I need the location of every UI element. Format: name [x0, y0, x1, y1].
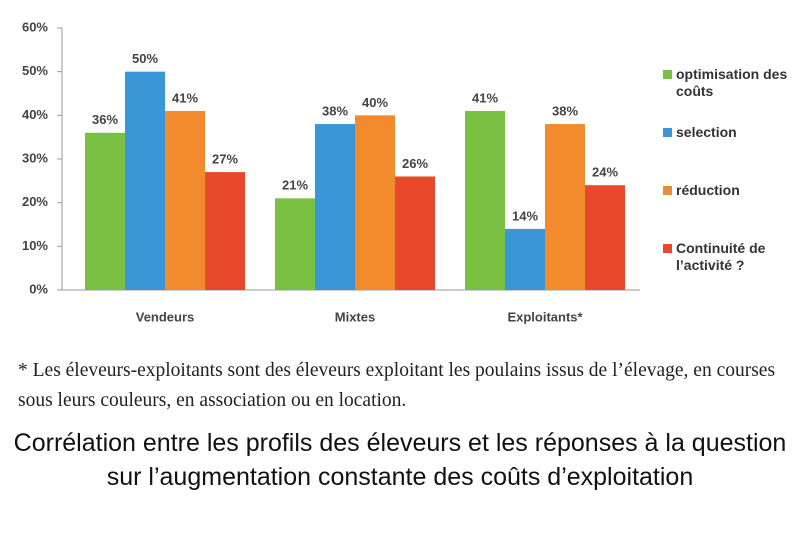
x-tick-label: Exploitants* — [507, 309, 583, 324]
bar — [275, 198, 315, 290]
data-label: 24% — [592, 165, 618, 180]
data-label: 40% — [362, 95, 388, 110]
data-label: 27% — [212, 152, 238, 167]
y-tick-label: 0% — [29, 281, 48, 296]
legend-swatch — [663, 70, 672, 79]
bar — [585, 185, 625, 290]
y-tick-label: 20% — [22, 194, 48, 209]
x-tick-label: Vendeurs — [136, 309, 195, 324]
bar — [545, 124, 585, 290]
bar — [355, 115, 395, 290]
data-label: 38% — [552, 104, 578, 119]
legend-item: réduction — [663, 182, 798, 199]
data-label: 41% — [472, 90, 498, 105]
data-label: 14% — [512, 208, 538, 223]
data-label: 41% — [172, 90, 198, 105]
data-label: 26% — [402, 156, 428, 171]
bar — [395, 176, 435, 290]
legend-item: selection — [663, 124, 798, 141]
legend-item: optimisation des coûts — [663, 66, 798, 100]
data-label: 38% — [322, 104, 348, 119]
legend-label: selection — [676, 124, 737, 140]
data-label: 50% — [132, 51, 158, 66]
bar — [205, 172, 245, 290]
bar — [125, 71, 165, 291]
legend-item: Continuité de l’activité ? — [663, 240, 798, 274]
legend-label: optimisation des coûts — [676, 66, 788, 99]
caption: Corrélation entre les profils des éleveu… — [13, 429, 787, 491]
bar — [465, 110, 505, 290]
legend-swatch — [663, 186, 672, 195]
bar — [165, 110, 205, 290]
legend-swatch — [663, 244, 672, 253]
legend-swatch — [663, 128, 672, 137]
data-label: 36% — [92, 112, 118, 127]
data-label: 21% — [282, 178, 308, 193]
bar — [315, 124, 355, 290]
footnote: * Les éleveurs-exploitants sont des élev… — [18, 360, 776, 411]
y-tick-label: 30% — [22, 150, 48, 165]
bar — [505, 228, 545, 290]
y-tick-label: 10% — [22, 238, 48, 253]
y-tick-label: 40% — [22, 107, 48, 122]
legend-label: Continuité de l’activité ? — [676, 240, 766, 273]
x-tick-label: Mixtes — [335, 309, 375, 324]
legend-label: réduction — [676, 182, 740, 198]
y-tick-label: 60% — [22, 19, 48, 34]
y-tick-label: 50% — [22, 63, 48, 78]
bar — [85, 132, 125, 290]
